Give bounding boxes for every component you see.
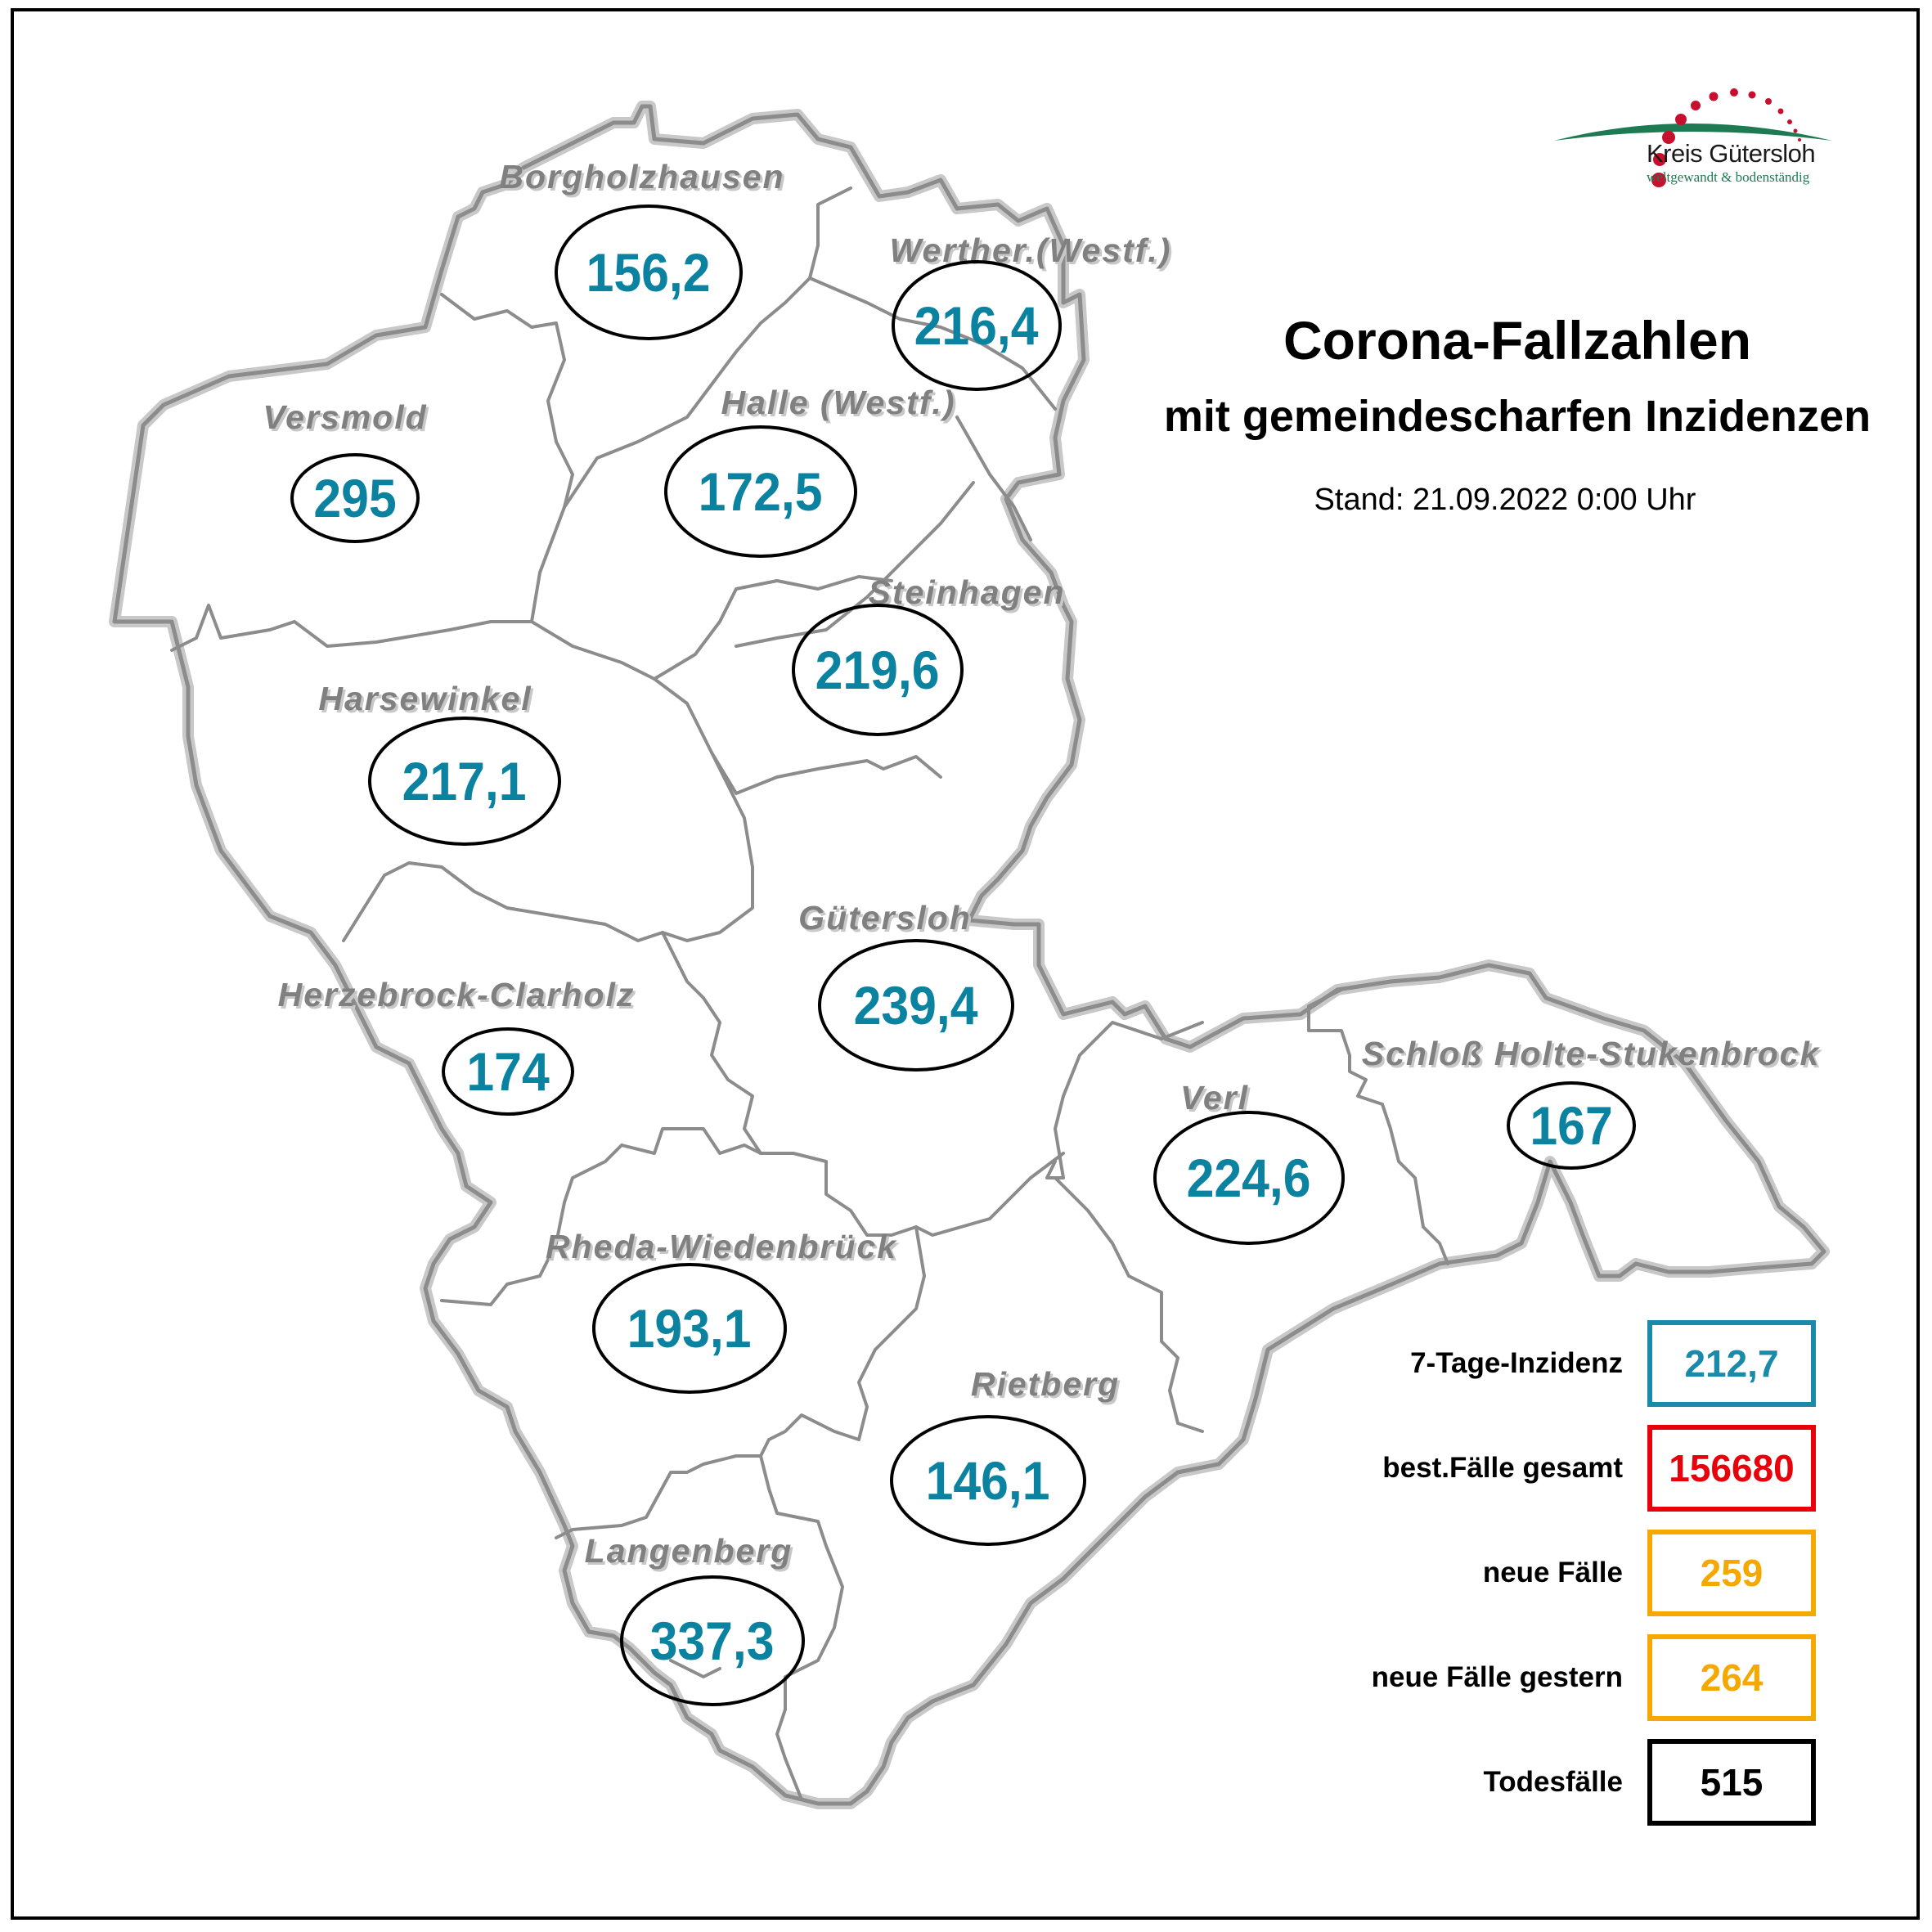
district-label-schloss-holte-stukenbrock: Schloß Holte-Stukenbrock xyxy=(1361,1035,1821,1072)
district-label-guetersloh: Gütersloh xyxy=(798,899,972,937)
district-value-text: 172,5 xyxy=(699,461,823,522)
boundary-guetersloh-rheda xyxy=(759,1152,918,1237)
district-value-werther[interactable]: 216,4 xyxy=(892,260,1062,391)
district-value-harsewinkel[interactable]: 217,1 xyxy=(368,717,561,846)
district-value-rheda-wiedenbrueck[interactable]: 193,1 xyxy=(592,1263,787,1394)
district-value-text: 174 xyxy=(466,1041,550,1102)
district-label-verl: Verl xyxy=(1180,1079,1249,1117)
logo-tagline: weltgewandt & bodenständig xyxy=(1647,169,1810,185)
legend-label-total-cases: best.Fälle gesamt xyxy=(1382,1452,1623,1484)
district-label-versmold: Versmold xyxy=(263,398,428,436)
boundary-steinhagen-top xyxy=(653,575,893,681)
district-label-herzebrock-clarholz: Herzebrock-Clarholz xyxy=(277,976,636,1013)
legend-label-new-cases: neue Fälle xyxy=(1482,1557,1623,1588)
district-value-herzebrock-clarholz[interactable]: 174 xyxy=(442,1027,574,1116)
page-title: Corona-Fallzahlen xyxy=(1283,310,1752,371)
boundary-halle-harsewinkel xyxy=(530,620,656,681)
logo-arc-icon xyxy=(1554,88,1832,187)
boundary-versmold-halle xyxy=(530,505,566,623)
boundary-steinhagen-guetersloh xyxy=(653,677,942,795)
legend-value-incidence: 212,7 xyxy=(1647,1320,1816,1407)
district-value-text: 156,2 xyxy=(586,242,711,303)
page-subtitle: mit gemeindescharfen Inzidenzen xyxy=(1163,392,1871,441)
district-value-text: 167 xyxy=(1530,1095,1613,1156)
district-value-text: 219,6 xyxy=(815,640,940,700)
boundary-harsewinkel-herzebrock xyxy=(342,861,664,942)
district-value-text: 224,6 xyxy=(1187,1148,1311,1208)
district-value-text: 295 xyxy=(313,468,397,528)
district-label-langenberg: Langenberg xyxy=(584,1532,793,1570)
district-label-rheda-wiedenbrueck: Rheda-Wiedenbrück xyxy=(545,1228,898,1265)
legend-row-new-cases-yesterday: neue Fälle gestern 264 xyxy=(1276,1634,1816,1721)
boundary-borgholzhausen-halle xyxy=(563,186,852,509)
district-value-text: 216,4 xyxy=(914,295,1039,356)
legend-row-incidence: 7-Tage-Inzidenz 212,7 xyxy=(1276,1320,1816,1407)
district-value-text: 146,1 xyxy=(926,1450,1050,1511)
boundary-versmold-borgholzhausen xyxy=(440,293,574,509)
legend-value-deaths: 515 xyxy=(1647,1739,1816,1826)
legend-value-total-cases: 156680 xyxy=(1647,1425,1816,1512)
legend-label-new-cases-yesterday: neue Fälle gestern xyxy=(1371,1661,1623,1693)
district-value-versmold[interactable]: 295 xyxy=(290,453,420,543)
legend-value-new-cases-yesterday: 264 xyxy=(1647,1634,1816,1721)
district-label-halle: Halle (Westf.) xyxy=(721,384,956,421)
boundary-rheda-rietberg xyxy=(759,1225,926,1458)
data-timestamp: Stand: 21.09.2022 0:00 Uhr xyxy=(1314,483,1696,517)
district-value-langenberg[interactable]: 337,3 xyxy=(620,1575,805,1706)
boundary-langenberg-rietberg xyxy=(759,1454,844,1801)
logo-kreis-guetersloh: Kreis Gütersloh weltgewandt & bodenständ… xyxy=(1550,65,1836,196)
district-value-schloss-holte-stukenbrock[interactable]: 167 xyxy=(1507,1081,1636,1170)
legend-value-new-cases: 259 xyxy=(1647,1530,1816,1616)
boundary-halle-steinhagen-east xyxy=(955,416,1032,541)
district-value-text: 217,1 xyxy=(402,751,527,811)
boundary-verl-rietberg xyxy=(1054,1176,1204,1433)
boundary-harsewinkel-guetersloh xyxy=(661,751,754,942)
district-value-halle[interactable]: 172,5 xyxy=(664,425,857,558)
district-value-borgholzhausen[interactable]: 156,2 xyxy=(555,204,743,340)
boundary-rheda-langenberg xyxy=(555,1454,762,1539)
logo-name: Kreis Gütersloh xyxy=(1647,139,1816,168)
county-boundary xyxy=(112,104,1826,1806)
boundary-halle-steinhagen-internal xyxy=(735,481,975,648)
boundary-verl-schlossholte xyxy=(1307,988,1449,1265)
district-label-rietberg: Rietberg xyxy=(970,1365,1121,1403)
boundary-herzebrock-rheda xyxy=(440,1127,762,1306)
boundary-guetersloh-rietberg xyxy=(914,1152,1065,1237)
legend-row-new-cases: neue Fälle 259 xyxy=(1276,1530,1816,1616)
district-value-text: 193,1 xyxy=(627,1298,752,1359)
district-label-borgholzhausen: Borgholzhausen xyxy=(499,158,785,195)
district-value-text: 337,3 xyxy=(650,1611,775,1671)
legend-label-deaths: Todesfälle xyxy=(1483,1766,1623,1798)
district-label-harsewinkel: Harsewinkel xyxy=(318,680,532,717)
district-value-text: 239,4 xyxy=(854,975,978,1036)
district-label-steinhagen: Steinhagen xyxy=(868,573,1066,611)
district-value-rietberg[interactable]: 146,1 xyxy=(890,1415,1086,1546)
boundary-versmold-harsewinkel xyxy=(170,604,533,652)
district-label-werther: Werther.(Westf.) xyxy=(889,231,1172,269)
legend-label-incidence: 7-Tage-Inzidenz xyxy=(1410,1347,1623,1379)
boundary-guetersloh-verl xyxy=(1045,1021,1204,1179)
boundary-herzebrock-guetersloh xyxy=(661,931,762,1155)
district-value-guetersloh[interactable]: 239,4 xyxy=(818,939,1014,1072)
district-value-steinhagen[interactable]: 219,6 xyxy=(792,604,964,736)
legend-row-total-cases: best.Fälle gesamt 156680 xyxy=(1276,1425,1816,1512)
district-value-verl[interactable]: 224,6 xyxy=(1153,1111,1345,1245)
legend-row-deaths: Todesfälle 515 xyxy=(1276,1739,1816,1826)
